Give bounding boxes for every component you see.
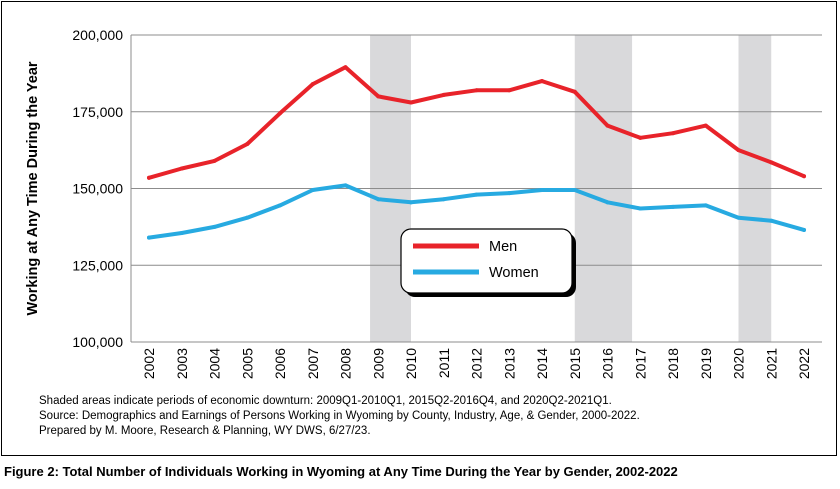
data-point-men-2012: [474, 88, 479, 93]
legend-label-women: Women: [489, 265, 539, 281]
x-tick-label-2012: 2012: [469, 348, 485, 379]
data-point-women-2016: [605, 200, 610, 205]
x-tick-label-2003: 2003: [174, 348, 190, 379]
data-point-women-2008: [343, 183, 348, 188]
x-tick-label-2017: 2017: [632, 348, 648, 379]
data-point-women-2022: [802, 227, 806, 232]
data-point-men-2009: [376, 94, 381, 99]
data-point-men-2010: [409, 100, 413, 105]
data-point-men-2015: [572, 89, 577, 94]
x-tick-label-2022: 2022: [796, 348, 812, 379]
x-tick-label-2010: 2010: [403, 348, 419, 379]
data-point-women-2010: [409, 200, 413, 205]
data-point-men-2004: [212, 158, 217, 163]
data-point-men-2002: [147, 175, 151, 180]
data-point-women-2021: [769, 218, 774, 223]
legend-box: [400, 228, 573, 294]
data-point-men-2011: [441, 92, 446, 97]
data-point-men-2017: [638, 135, 643, 140]
note-source: Source: Demographics and Earnings of Per…: [39, 410, 640, 422]
x-tick-label-2005: 2005: [239, 348, 255, 379]
data-point-men-2013: [507, 88, 512, 93]
data-point-men-2005: [245, 141, 250, 146]
data-point-women-2020: [736, 215, 741, 220]
data-point-men-2008: [343, 65, 348, 70]
note-shaded-areas: Shaded areas indicate periods of economi…: [39, 395, 612, 407]
line-chart: 100,000 125,000 150,000 175,000 200,000 2002 2…: [25, 27, 822, 379]
data-point-women-2005: [245, 215, 250, 220]
data-point-women-2014: [540, 188, 544, 193]
x-tick-label-2016: 2016: [600, 348, 616, 379]
data-point-women-2019: [703, 203, 708, 208]
y-axis-label: Working at Any Time During the Year: [25, 61, 41, 315]
data-point-men-2003: [179, 166, 184, 171]
data-point-women-2002: [147, 235, 151, 240]
x-tick-label-2009: 2009: [370, 348, 386, 379]
x-tick-label-2008: 2008: [338, 348, 354, 379]
x-tick-label-2019: 2019: [698, 348, 714, 379]
data-point-men-2016: [605, 123, 610, 128]
x-tick-label-2018: 2018: [665, 348, 681, 379]
x-tick-label-2002: 2002: [141, 348, 157, 379]
data-point-women-2003: [179, 231, 184, 236]
x-tick-label-2011: 2011: [436, 348, 452, 378]
data-point-women-2015: [572, 188, 577, 193]
x-tick-label-2013: 2013: [501, 348, 517, 379]
y-tick-label-1: 100,000: [72, 334, 123, 350]
y-tick-label-4: 175,000: [72, 104, 123, 120]
data-point-men-2007: [310, 82, 315, 87]
note-prepared-by: Prepared by M. Moore, Research & Plannin…: [39, 425, 371, 437]
series-line-men: [147, 65, 806, 180]
x-tick-label-2015: 2015: [567, 348, 583, 379]
figure-caption: Figure 2: Total Number of Individuals Wo…: [4, 464, 678, 479]
legend-label-men: Men: [489, 239, 517, 255]
data-point-men-2018: [671, 131, 675, 136]
data-point-women-2013: [507, 191, 512, 196]
figure-frame: 100,000 125,000 150,000 175,000 200,000 2002 2…: [1, 1, 837, 456]
data-point-women-2011: [441, 197, 446, 202]
data-point-men-2019: [703, 123, 708, 128]
data-point-men-2006: [278, 111, 282, 116]
x-tick-label-2006: 2006: [272, 348, 288, 379]
x-tick-label-2007: 2007: [305, 348, 321, 379]
y-tick-label-5: 200,000: [72, 27, 123, 43]
data-point-men-2021: [769, 160, 774, 165]
data-point-women-2012: [474, 192, 479, 197]
x-tick-label-2021: 2021: [763, 348, 779, 379]
y-tick-label-3: 150,000: [72, 181, 123, 197]
y-tick-label-2: 125,000: [72, 257, 123, 273]
x-tick-label-2004: 2004: [207, 348, 223, 379]
data-point-women-2007: [310, 188, 315, 193]
x-tick-label-2020: 2020: [731, 348, 747, 379]
x-tick-label-2014: 2014: [534, 348, 550, 379]
data-point-women-2006: [278, 203, 282, 208]
data-point-women-2018: [671, 204, 675, 209]
data-point-men-2014: [540, 79, 544, 84]
data-point-men-2022: [802, 174, 806, 179]
data-point-women-2017: [638, 206, 643, 211]
data-point-women-2004: [212, 224, 217, 229]
data-point-men-2020: [736, 148, 741, 153]
data-point-women-2009: [376, 197, 381, 202]
